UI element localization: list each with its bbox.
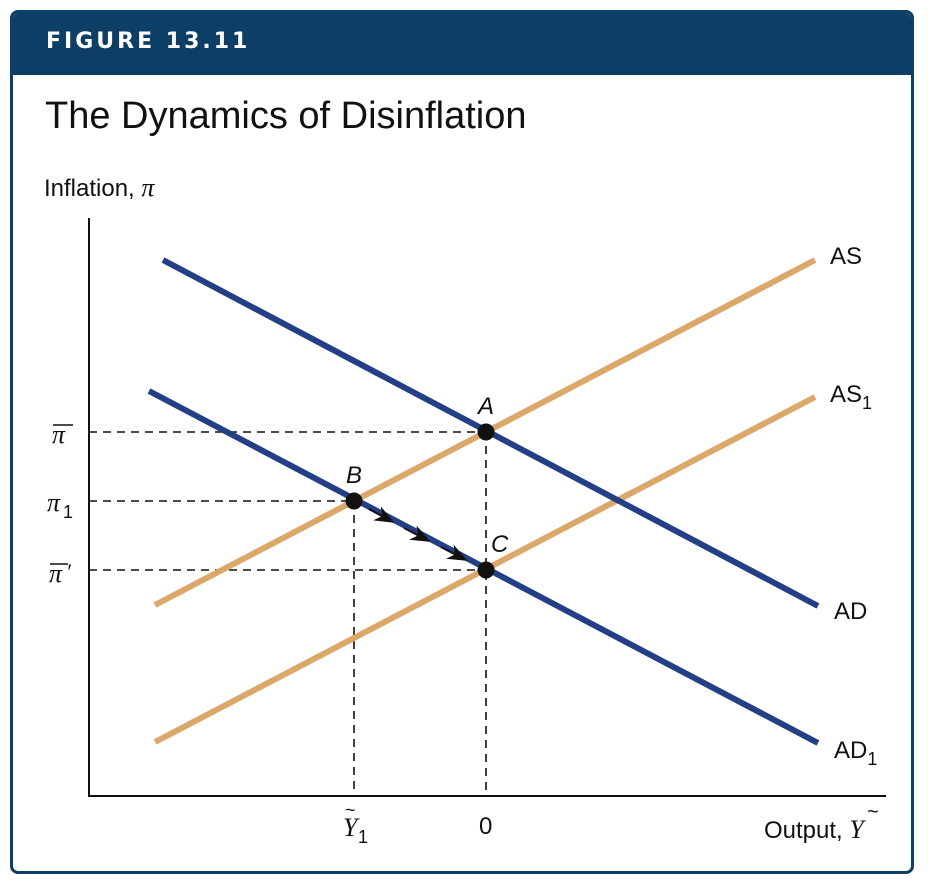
figure-label: FIGURE 13.11 — [46, 29, 251, 54]
arrow-3 — [440, 544, 468, 561]
point-b-label: B — [346, 462, 362, 489]
x-tick-y1: ~ Y 1 — [343, 800, 368, 847]
svg-text:π: π — [49, 559, 63, 588]
x-tick-zero: 0 — [479, 813, 492, 840]
point-c-label: C — [491, 531, 509, 558]
svg-text:~: ~ — [345, 800, 356, 820]
as1-label: AS1 — [830, 381, 872, 413]
as-label: AS — [830, 243, 862, 270]
y-axis-label: Inflation, π — [44, 173, 155, 202]
arrow-1 — [368, 506, 395, 523]
ad-label: AD — [834, 598, 867, 625]
figure-frame: FIGURE 13.11 The Dynamics of Disinflatio… — [10, 10, 914, 874]
ad1-label: AD1 — [834, 737, 877, 769]
svg-text:′: ′ — [66, 559, 72, 584]
y-tick-pibar-prime: π ′ — [49, 559, 72, 588]
svg-text:π: π — [52, 420, 66, 449]
y-tick-pi1: π 1 — [47, 488, 73, 522]
arrow-2 — [403, 525, 431, 542]
x-axis-symbol-tilde: ~ — [867, 801, 879, 823]
svg-text:1: 1 — [358, 827, 368, 847]
guide-lines — [89, 431, 487, 796]
figure-title: The Dynamics of Disinflation — [45, 95, 527, 137]
svg-text:1: 1 — [63, 502, 73, 522]
y-tick-pibar: π — [52, 420, 73, 449]
point-a — [477, 423, 495, 441]
svg-text:Y: Y — [343, 813, 360, 842]
x-axis-label: Output, Y — [764, 815, 866, 844]
svg-text:π: π — [47, 488, 61, 517]
figure-header-bar: FIGURE 13.11 — [13, 13, 911, 75]
adjustment-arrows — [368, 506, 468, 561]
point-c — [477, 561, 495, 579]
point-a-label: A — [476, 393, 494, 420]
point-b — [345, 492, 363, 510]
